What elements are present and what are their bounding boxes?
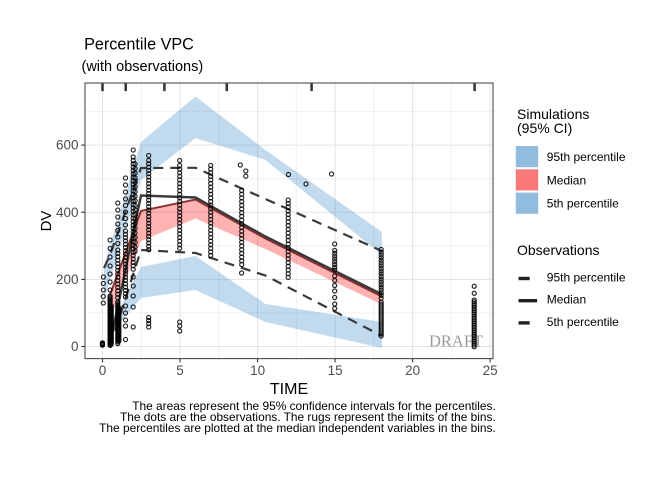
svg-text:600: 600 xyxy=(56,138,79,153)
svg-text:Median: Median xyxy=(547,173,586,187)
svg-text:(95% CI): (95% CI) xyxy=(517,120,572,136)
svg-text:400: 400 xyxy=(56,205,79,220)
svg-text:0: 0 xyxy=(99,363,107,378)
svg-text:5th percentile: 5th percentile xyxy=(547,197,619,211)
svg-text:95th percentile: 95th percentile xyxy=(547,150,626,164)
svg-text:Median: Median xyxy=(547,293,586,307)
svg-text:10: 10 xyxy=(250,363,265,378)
svg-text:Percentile VPC: Percentile VPC xyxy=(84,36,194,54)
svg-text:TIME: TIME xyxy=(270,381,308,398)
svg-text:DRAFT: DRAFT xyxy=(429,331,483,350)
svg-text:0: 0 xyxy=(71,339,79,354)
svg-text:The areas represent the 95% co: The areas represent the 95% confidence i… xyxy=(132,399,496,413)
svg-text:Simulations: Simulations xyxy=(517,106,589,122)
svg-text:95th percentile: 95th percentile xyxy=(547,270,626,284)
svg-text:20: 20 xyxy=(405,363,420,378)
svg-text:Observations: Observations xyxy=(517,242,599,258)
svg-text:25: 25 xyxy=(483,363,498,378)
svg-text:5th percentile: 5th percentile xyxy=(547,315,619,329)
svg-text:The dots are the observations.: The dots are the observations. The rugs … xyxy=(120,410,496,424)
svg-text:200: 200 xyxy=(56,272,79,287)
svg-text:(with observations): (with observations) xyxy=(82,59,204,75)
svg-text:15: 15 xyxy=(328,363,343,378)
svg-text:The percentiles are plotted at: The percentiles are plotted at the media… xyxy=(99,421,496,435)
svg-text:DV: DV xyxy=(38,211,55,232)
svg-text:5: 5 xyxy=(176,363,184,378)
